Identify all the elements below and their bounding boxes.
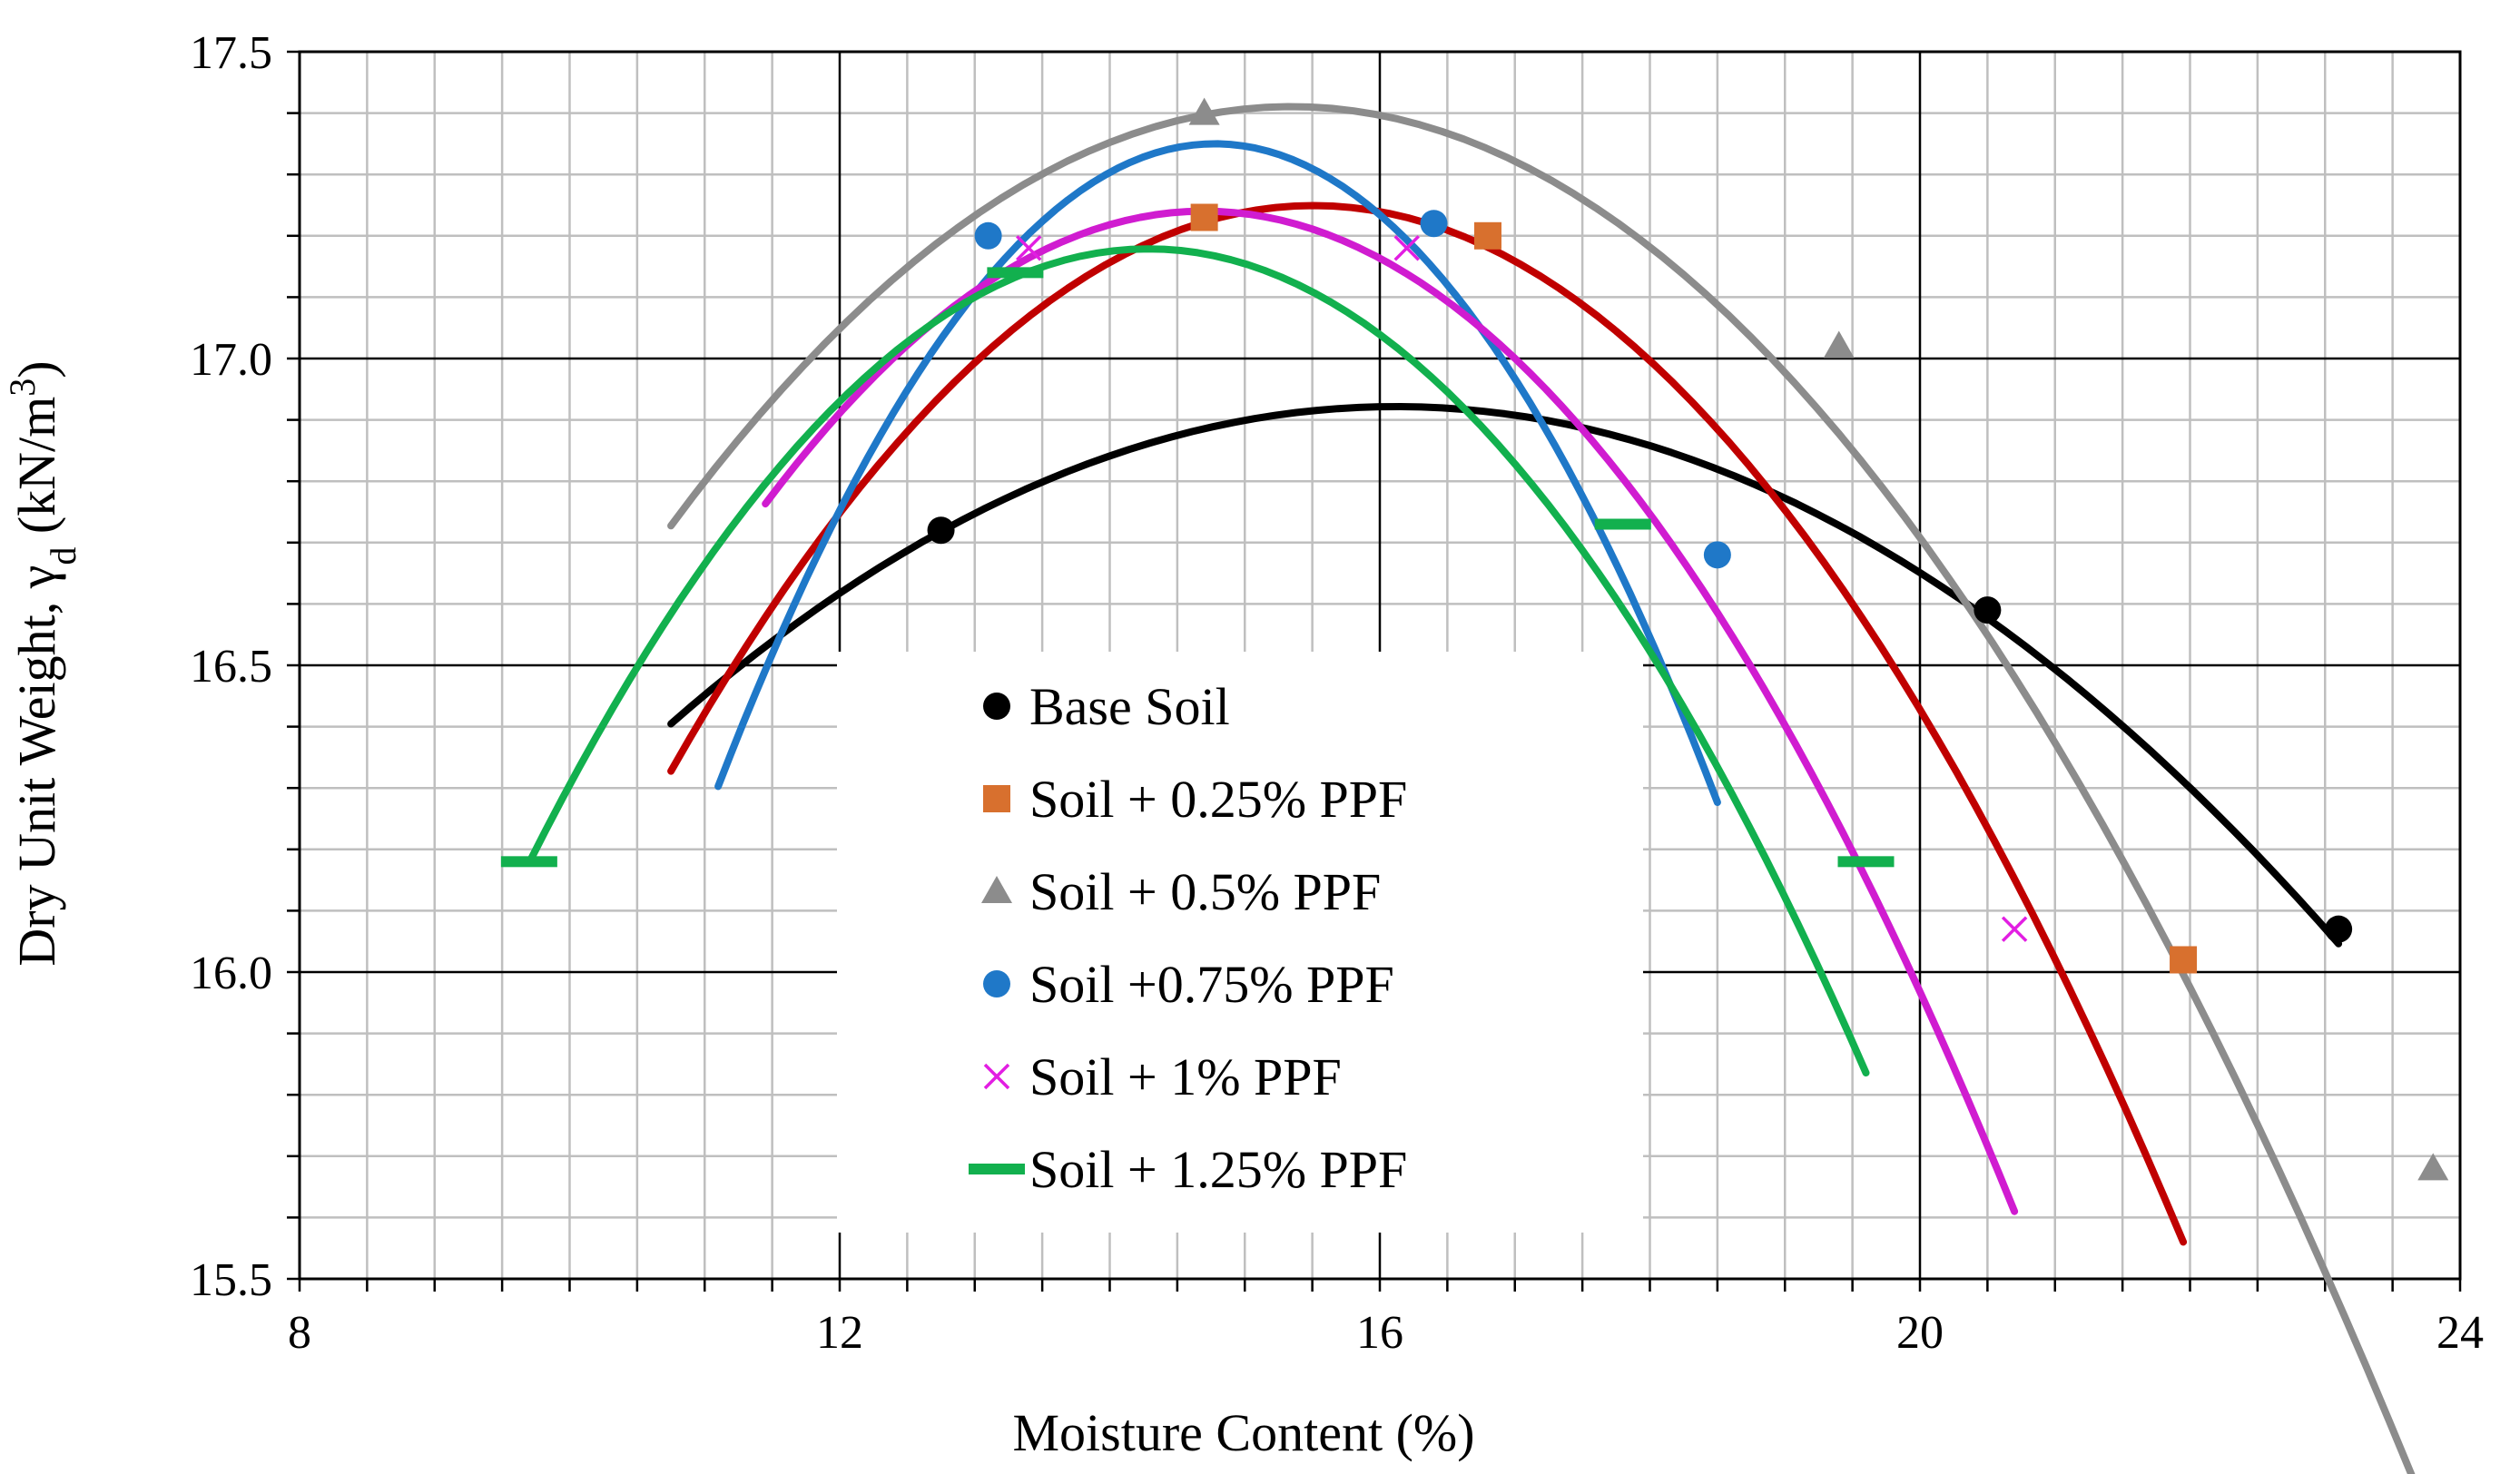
x-tick-label: 20 (1896, 1307, 1944, 1359)
legend-marker-series-3 (981, 876, 1012, 903)
data-point-series-1 (927, 516, 955, 545)
y-axis-title-superscript: 3 (2, 378, 43, 397)
fit-curve-series-4 (714, 140, 1721, 806)
fit-curves (525, 103, 2416, 1474)
y-axis-title-subscript: d (43, 547, 84, 565)
legend-label-series-5: Soil + 1% PPF (1029, 1047, 1342, 1106)
data-point-series-4 (974, 221, 1002, 250)
legend-label-series-6: Soil + 1.25% PPF (1029, 1140, 1407, 1199)
data-point-series-1 (2325, 915, 2353, 943)
legend-label-series-1: Base Soil (1029, 677, 1230, 736)
y-tick-label: 15.5 (190, 1254, 272, 1306)
y-tick-labels: 15.5 16.0 16.5 17.0 17.5 (190, 27, 272, 1306)
y-axis-title-close: ) (7, 360, 66, 378)
data-point-series-1 (1974, 596, 2002, 624)
legend-label-series-3: Soil + 0.5% PPF (1029, 862, 1381, 921)
data-point-series-4 (1420, 210, 1448, 238)
data-point-series-2 (2170, 946, 2198, 974)
data-point-series-3 (2417, 1153, 2449, 1181)
y-tick-label: 16.0 (190, 948, 272, 999)
y-axis-title-symbol: γ (7, 565, 66, 590)
data-point-series-6 (500, 856, 557, 868)
x-tick-label: 8 (288, 1307, 311, 1359)
legend-label-series-2: Soil + 0.25% PPF (1029, 770, 1407, 829)
data-point-series-6 (987, 267, 1044, 279)
x-tick-label: 12 (816, 1307, 863, 1359)
data-point-series-5 (1016, 235, 1042, 261)
data-point-series-2 (1190, 203, 1218, 231)
x-tick-labels: 8 12 16 20 24 (288, 1307, 2484, 1359)
y-tick-label: 17.5 (190, 27, 272, 79)
legend-marker-series-1 (983, 693, 1010, 720)
legend-marker-series-2 (983, 785, 1010, 812)
data-point-series-5 (2001, 916, 2028, 942)
x-axis-title: Moisture Content (%) (1012, 1403, 1474, 1462)
data-markers (500, 97, 2449, 1181)
fit-curve-series-6 (525, 245, 1870, 1076)
legend: Base Soil Soil + 0.25% PPF Soil + 0.5% PPF… (969, 677, 1407, 1199)
legend-marker-series-4 (983, 970, 1010, 997)
legend-box (837, 652, 1643, 1233)
y-tick-label: 16.5 (190, 641, 272, 693)
data-point-series-3 (1188, 97, 1220, 125)
data-point-series-6 (1594, 518, 1651, 530)
legend-marker-series-6 (969, 1164, 1025, 1174)
data-point-series-6 (1837, 856, 1895, 868)
y-axis-title-unit: (kN/m (7, 397, 66, 547)
data-point-series-2 (1474, 221, 1501, 250)
x-tick-label: 24 (2436, 1307, 2484, 1359)
x-marker-stroke (1016, 235, 1042, 261)
data-point-series-4 (1703, 541, 1731, 569)
fit-curve-series-3 (667, 103, 2416, 1474)
x-marker-stroke (1393, 235, 1420, 261)
data-point-series-3 (1823, 330, 1855, 359)
x-tick-label: 16 (1356, 1307, 1403, 1359)
data-point-series-5 (1393, 235, 1420, 261)
x-marker-stroke (2001, 916, 2028, 942)
legend-marker-series-5 (983, 1063, 1010, 1090)
legend-label-series-4: Soil +0.75% PPF (1029, 955, 1394, 1014)
y-tick-label: 17.0 (190, 334, 272, 386)
tick-marks (287, 50, 2462, 1292)
x-marker-stroke (983, 1063, 1010, 1090)
y-axis-title-text: Dry Unit Weight, (7, 588, 66, 966)
y-axis-title: Dry Unit Weight, γd (kN/m3) (2, 360, 84, 966)
fit-curve-series-5 (762, 207, 2019, 1215)
